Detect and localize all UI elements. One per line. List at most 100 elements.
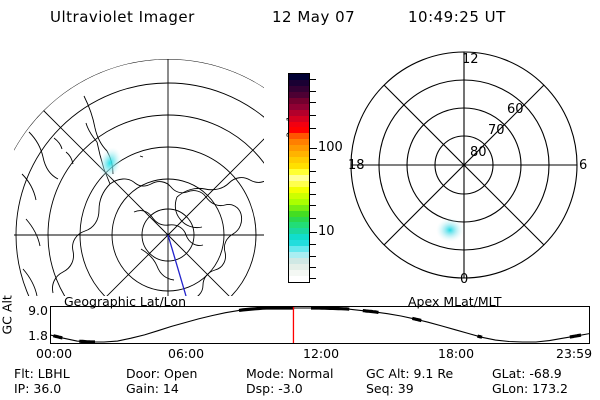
colorbar-tick-label: 100: [318, 139, 343, 155]
aurora-patch-magnetic: [436, 218, 464, 242]
status-field: Mode: Normal: [246, 366, 334, 381]
magnetic-polar-plot[interactable]: 12 6 0 18 60 70 80: [336, 44, 592, 296]
colorbar-segment: [289, 228, 309, 235]
colorbar-segment: [289, 109, 309, 116]
status-field: Seq: 39: [366, 381, 414, 396]
colorbar-segment: [289, 258, 309, 264]
magnetic-polar-svg: [350, 51, 578, 279]
colorbar-segment: [289, 145, 309, 152]
aurora-patch-geographic: [98, 147, 122, 179]
colorbar-minor-tick: [310, 170, 316, 172]
status-field: IP: 36.0: [14, 381, 62, 396]
colorbar-minor-tick: [310, 115, 316, 116]
status-field: Dsp: -3.0: [246, 381, 303, 396]
colorbar-segment: [289, 157, 309, 164]
altitude-curve: [50, 307, 590, 343]
colorbar-segment: [289, 133, 309, 140]
data-coverage-segment: [476, 334, 483, 339]
colorbar-segment: [289, 103, 309, 110]
status-field: Gain: 14: [126, 381, 179, 396]
mlt-tick-label: 6: [579, 158, 588, 173]
header-bar: Ultraviolet Imager 12 May 07 10:49:25 UT: [0, 5, 600, 31]
magnetic-panel-caption: Apex MLat/MLT: [408, 294, 502, 309]
strip-x-tick-label: 18:00: [438, 346, 475, 361]
colorbar-minor-tick: [310, 255, 316, 257]
colorbar-segment: [289, 174, 309, 181]
colorbar-segment: [289, 139, 309, 146]
colorbar-gradient: [288, 73, 310, 283]
colorbar-segment: [289, 115, 309, 122]
colorbar-minor-tick: [310, 193, 316, 195]
colorbar-minor-tick: [310, 277, 316, 279]
observation-date: 12 May 07: [272, 8, 356, 26]
mlt-tick-label: 18: [348, 158, 365, 173]
colorbar-segment: [289, 222, 309, 229]
data-coverage-segment: [569, 333, 582, 339]
colorbar-segment: [289, 240, 309, 247]
colorbar-segment: [289, 85, 309, 92]
colorbar-segment: [289, 246, 309, 253]
satellite-track-line: [167, 234, 187, 297]
colorbar-segment: [289, 127, 309, 134]
colorbar-minor-tick: [310, 79, 316, 81]
colorbar-segment: [289, 74, 309, 80]
colorbar-minor-tick: [310, 90, 316, 92]
strip-y-label-min: 1.8: [28, 328, 48, 343]
mlat-tick-label: 60: [507, 102, 524, 117]
colorbar-minor-tick: [310, 182, 316, 184]
mlt-tick-label: 12: [462, 52, 479, 67]
colorbar-segment: [289, 151, 309, 158]
colorbar-segment: [289, 186, 309, 193]
geographic-polar-plot[interactable]: [0, 44, 344, 400]
colorbar-major-tick: [310, 147, 317, 150]
data-coverage-segment: [412, 316, 422, 323]
strip-chart-svg: [50, 306, 590, 344]
colorbar-segment: [289, 204, 309, 211]
data-coverage-segment: [362, 309, 379, 314]
colorbar-ticks: [310, 73, 317, 283]
orbit-altitude-strip-chart[interactable]: GC Alt 9.0 1.8 00:00 06:00 12:00 18:00 23:59: [0, 295, 592, 361]
colorbar-minor-tick: [310, 127, 316, 129]
geographic-panel-caption: Geographic Lat/Lon: [64, 294, 186, 309]
coastline-outlines: [21, 95, 271, 311]
colorbar-minor-tick: [310, 159, 316, 161]
colorbar-segment: [289, 252, 309, 259]
data-coverage-segment: [79, 339, 95, 344]
colorbar-minor-tick: [310, 244, 316, 246]
data-coverage-bars: [52, 306, 582, 344]
strip-y-label-max: 9.0: [28, 303, 48, 318]
strip-axis-title: GC Alt: [0, 295, 15, 335]
colorbar-tick-label: 10: [318, 223, 335, 239]
colorbar-minor-tick: [310, 217, 316, 219]
colorbar-major-tick: [310, 231, 317, 234]
strip-x-tick-label: 23:59: [556, 346, 593, 361]
mlat-tick-label: 70: [488, 123, 505, 138]
geographic-polar-svg: [0, 59, 344, 400]
colorbar-segment: [289, 216, 309, 223]
colorbar-minor-tick: [310, 267, 316, 269]
strip-x-tick-label: 12:00: [303, 346, 340, 361]
strip-x-tick-label: 00:00: [36, 346, 73, 361]
mlat-tick-label: 80: [470, 145, 487, 160]
colorbar-segment: [289, 264, 309, 270]
colorbar-minor-tick: [310, 102, 316, 104]
status-field: GLat: -68.9: [492, 366, 562, 381]
status-field: Flt: LBHL: [14, 366, 70, 381]
colorbar-segment: [289, 97, 309, 104]
colorbar-segment: [289, 198, 309, 205]
colorbar-segment: [289, 210, 309, 217]
status-field: GLon: 173.2: [492, 381, 568, 396]
colorbar-segment: [289, 163, 309, 169]
strip-x-tick-label: 06:00: [168, 346, 205, 361]
colorbar-segment: [289, 169, 309, 175]
colorbar-segment: [289, 269, 309, 276]
observation-time: 10:49:25 UT: [408, 8, 506, 26]
instrument-title: Ultraviolet Imager: [50, 8, 195, 26]
data-coverage-segment: [52, 334, 63, 340]
colorbar-minor-tick: [310, 205, 316, 207]
mlt-tick-label: 0: [460, 272, 469, 287]
status-field: GC Alt: 9.1 Re: [366, 366, 454, 381]
data-coverage-segment: [311, 306, 350, 311]
